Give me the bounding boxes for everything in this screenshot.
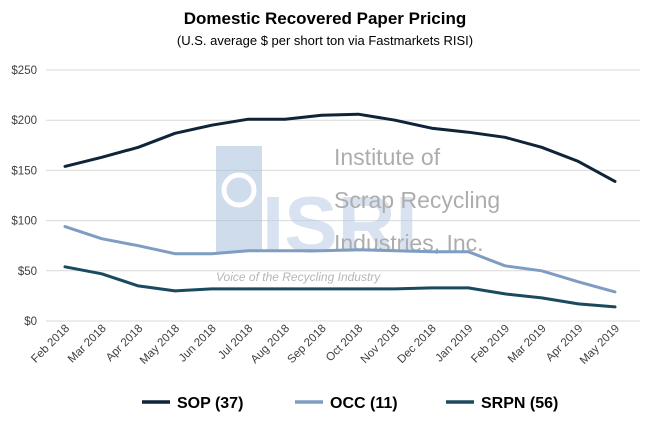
watermark-logo-ring (221, 172, 257, 208)
x-tick-label: Mar 2019 (506, 323, 549, 366)
watermark-logo-text: ISRI (262, 180, 418, 269)
watermark-line-2: Scrap Recycling (334, 187, 500, 213)
y-tick-label: $150 (11, 165, 37, 177)
series-line-srpn (63, 265, 617, 309)
watermark-logo-block (216, 146, 262, 252)
legend: SOP (37) OCC (11) SRPN (56) (142, 395, 558, 412)
x-tick-label: Jun 2018 (177, 323, 219, 365)
legend-label: OCC (11) (330, 395, 398, 412)
series-line-sop (63, 112, 617, 183)
y-tick-label: $0 (24, 316, 37, 328)
legend-label: SRPN (56) (481, 395, 558, 412)
series-lines (63, 112, 617, 309)
legend-label: SOP (37) (177, 395, 243, 412)
x-tick-label: May 2018 (138, 323, 182, 367)
x-tick-label: Nov 2018 (359, 323, 402, 366)
chart-subtitle: (U.S. average $ per short ton via Fastma… (176, 33, 474, 48)
x-tick-label: Dec 2018 (395, 323, 438, 366)
y-tick-label: $50 (18, 266, 37, 278)
isri-watermark: ISRI Institute of Scrap Recycling Indust… (216, 144, 500, 284)
x-tick-label: Feb 2018 (29, 323, 72, 366)
y-tick-label: $100 (11, 216, 37, 228)
watermark-line-1: Institute of (334, 144, 441, 170)
watermark-tagline: Voice of the Recycling Industry (216, 270, 381, 284)
chart-title: Domestic Recovered Paper Pricing (183, 9, 467, 28)
x-tick-label: May 2019 (578, 323, 622, 367)
series-line-occ (63, 225, 617, 294)
x-tick-label: Aug 2018 (249, 323, 292, 366)
x-tick-label: Feb 2019 (469, 323, 512, 366)
x-tick-label: Sep 2018 (285, 323, 328, 366)
x-tick-label: Mar 2018 (66, 323, 109, 366)
y-tick-label: $250 (11, 65, 37, 77)
y-axis-ticks: $0 $50 $100 $150 $200 $250 (11, 65, 37, 328)
y-tick-label: $200 (11, 115, 37, 127)
